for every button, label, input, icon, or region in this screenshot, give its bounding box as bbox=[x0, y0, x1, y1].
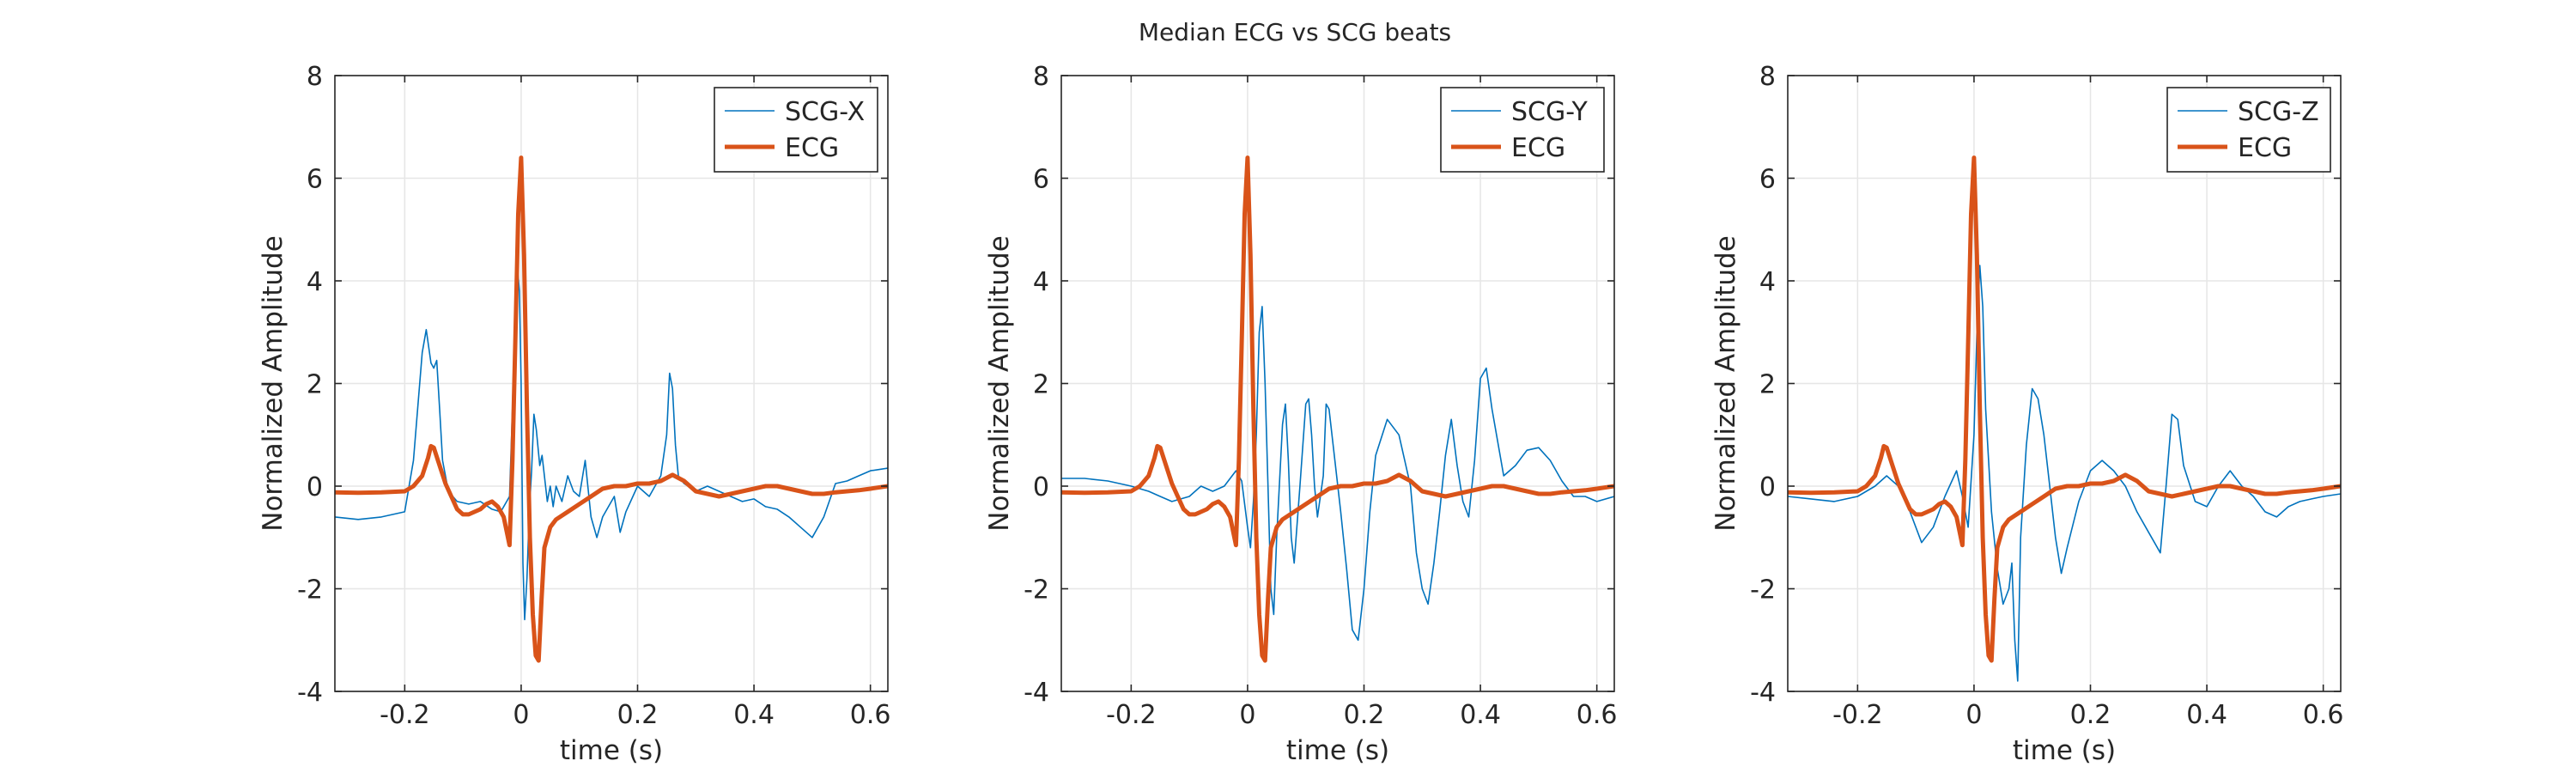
x-tick-label: 0.6 bbox=[850, 700, 891, 730]
y-tick-label: 2 bbox=[1759, 370, 1776, 400]
y-tick-label: 6 bbox=[1759, 165, 1776, 195]
y-tick-label: -2 bbox=[1750, 575, 1776, 606]
chart-panel-3: -0.2 0 0.2 0.4 0.6 -4 -2 0 2 4 6 8 time (s) Normalize… bbox=[1710, 62, 2344, 766]
legend-box bbox=[2166, 87, 2331, 173]
x-tick-label: 0.2 bbox=[617, 700, 659, 730]
y-tick-label: 4 bbox=[1033, 267, 1049, 297]
legend-label-scg-y: SCG-Y bbox=[1511, 97, 1589, 127]
x-tick-label: 0.6 bbox=[1577, 700, 1618, 730]
y-tick-label: 6 bbox=[1033, 165, 1049, 195]
x-tick-label: 0 bbox=[1965, 700, 1982, 730]
legend-box bbox=[714, 87, 878, 173]
x-axis-label: time (s) bbox=[560, 735, 663, 766]
legend-label-scg-x: SCG-X bbox=[785, 97, 865, 127]
y-tick-label: 4 bbox=[307, 267, 323, 297]
legend-label-ecg: ECG bbox=[1511, 133, 1565, 163]
x-axis-label: time (s) bbox=[1286, 735, 1389, 766]
x-tick-label: 0.2 bbox=[2070, 700, 2111, 730]
y-tick-label: 0 bbox=[1033, 472, 1049, 502]
y-tick-label: 4 bbox=[1759, 267, 1776, 297]
y-tick-label: 8 bbox=[307, 62, 323, 92]
y-tick-label: 2 bbox=[307, 370, 323, 400]
series-line-ecg bbox=[1061, 155, 1614, 663]
x-tick-label: -0.2 bbox=[1106, 700, 1157, 730]
chart-panel-1: -0.2 0 0.2 0.4 0.6 -4 -2 0 2 4 6 8 time (s) Normalize… bbox=[258, 62, 891, 766]
legend-label-scg-z: SCG-Z bbox=[2238, 97, 2319, 127]
y-tick-label: 0 bbox=[307, 472, 323, 502]
y-axis-label: Normalized Amplitude bbox=[984, 235, 1015, 532]
figure-title: Median ECG vs SCG beats bbox=[1139, 18, 1451, 46]
y-tick-label: -4 bbox=[1024, 678, 1049, 708]
x-tick-label: 0.4 bbox=[2186, 700, 2227, 730]
y-tick-label: -2 bbox=[1024, 575, 1049, 606]
legend: SCG-Z ECG bbox=[2166, 87, 2331, 173]
series-line-ecg bbox=[335, 155, 888, 663]
y-tick-label: -4 bbox=[297, 678, 323, 708]
legend-label-ecg: ECG bbox=[2238, 133, 2292, 163]
y-tick-label: 0 bbox=[1759, 472, 1776, 502]
chart-panels: -0.2 0 0.2 0.4 0.6 -4 -2 0 2 4 6 8 time (s) Normalize… bbox=[258, 62, 2344, 766]
y-axis-label: Normalized Amplitude bbox=[1710, 235, 1741, 532]
y-tick-label: 8 bbox=[1033, 62, 1049, 92]
y-tick-label: -2 bbox=[297, 575, 323, 606]
x-tick-label: 0.6 bbox=[2303, 700, 2344, 730]
y-tick-label: 6 bbox=[307, 165, 323, 195]
y-tick-label: 2 bbox=[1033, 370, 1049, 400]
y-tick-label: 8 bbox=[1759, 62, 1776, 92]
chart-panel-2: -0.2 0 0.2 0.4 0.6 -4 -2 0 2 4 6 8 time (s) Normalize… bbox=[984, 62, 1618, 766]
x-tick-label: -0.2 bbox=[380, 700, 430, 730]
x-tick-label: 0.4 bbox=[733, 700, 775, 730]
legend: SCG-X ECG bbox=[714, 87, 878, 173]
y-axis-label: Normalized Amplitude bbox=[258, 235, 289, 532]
x-axis-label: time (s) bbox=[2013, 735, 2116, 766]
legend-label-ecg: ECG bbox=[785, 133, 839, 163]
x-tick-label: 0 bbox=[1239, 700, 1255, 730]
series-line-ecg bbox=[1788, 155, 2341, 663]
series-line-scg-y bbox=[1061, 306, 1614, 642]
legend-box bbox=[1440, 87, 1605, 173]
x-tick-label: -0.2 bbox=[1832, 700, 1883, 730]
legend: SCG-Y ECG bbox=[1440, 87, 1605, 173]
x-tick-label: 0.2 bbox=[1344, 700, 1385, 730]
x-tick-label: 0 bbox=[513, 700, 529, 730]
y-tick-label: -4 bbox=[1750, 678, 1776, 708]
x-tick-label: 0.4 bbox=[1460, 700, 1501, 730]
